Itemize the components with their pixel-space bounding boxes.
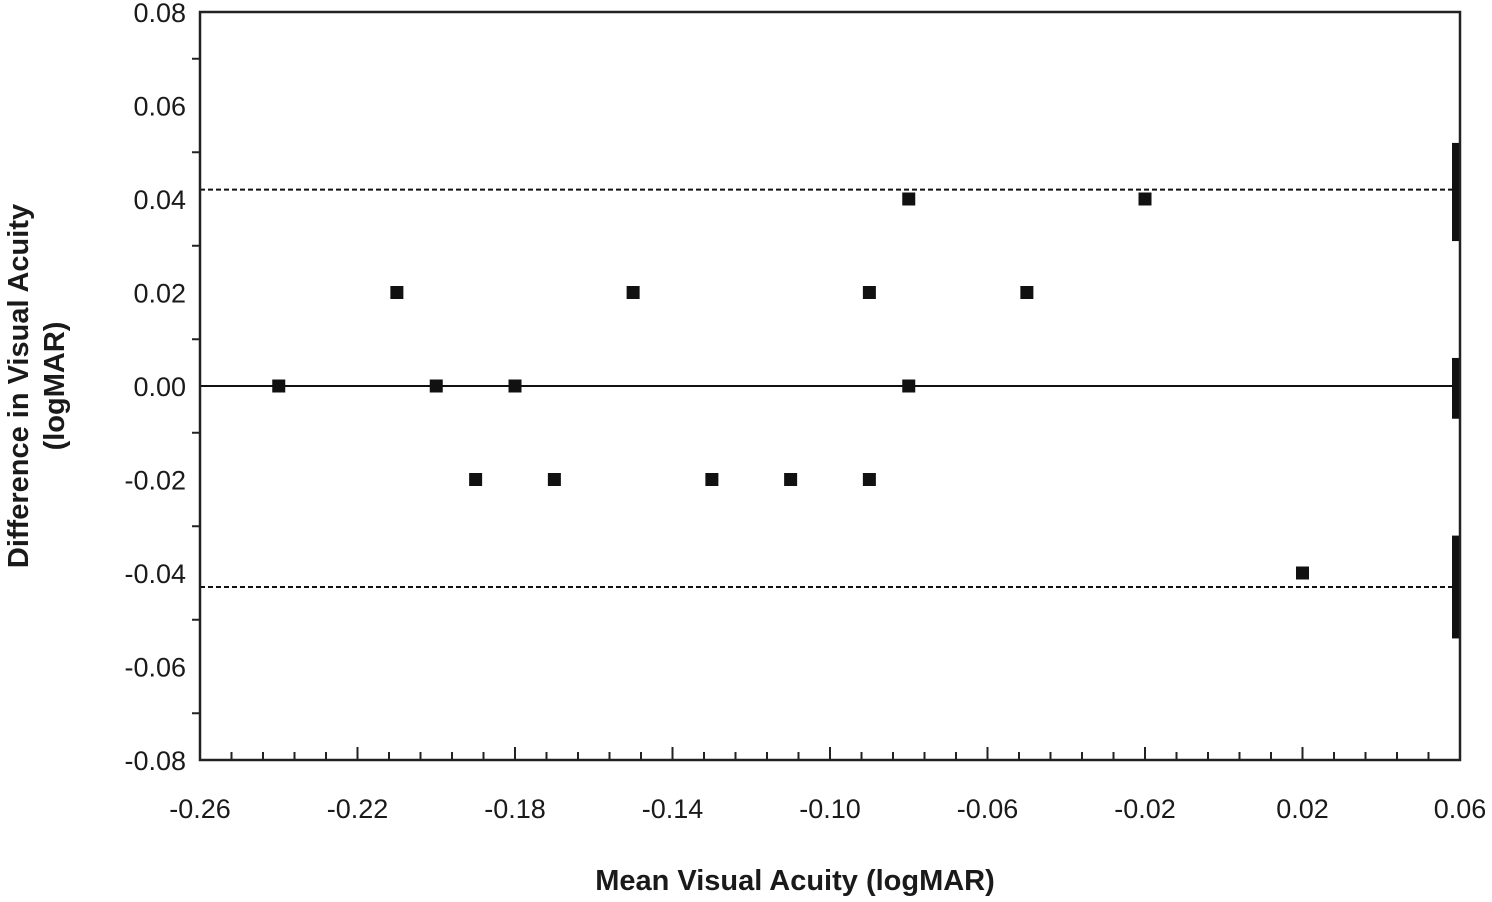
data-points: [272, 192, 1309, 580]
y-tick-label: -0.02: [124, 466, 186, 496]
reference-lines: [200, 142, 1460, 639]
data-point: [902, 192, 916, 206]
data-point: [508, 379, 522, 393]
y-tick-label: -0.08: [124, 746, 186, 776]
data-point: [784, 473, 798, 486]
x-tick-label: 0.02: [1276, 794, 1329, 824]
plot-frame: [198, 10, 1462, 762]
y-tick-label: 0.02: [133, 279, 186, 309]
y-tick-label: -0.06: [124, 653, 186, 683]
x-tick-labels: -0.26 -0.22 -0.18 -0.14 -0.10 -0.06 -0.02 0.02 0…: [169, 794, 1486, 824]
x-tick-label: -0.10: [799, 794, 861, 824]
x-tick-label: 0.06: [1434, 794, 1487, 824]
x-tick-label: -0.06: [957, 794, 1019, 824]
y-tick-label: -0.04: [124, 559, 186, 589]
data-point: [862, 473, 876, 486]
y-tick-label: 0.04: [133, 185, 186, 215]
x-tick-label: -0.02: [1114, 794, 1176, 824]
confidence-interval-bar: [1452, 142, 1460, 242]
data-point: [1020, 286, 1034, 299]
x-tick-label: -0.18: [484, 794, 546, 824]
data-point: [626, 286, 640, 299]
x-tick-label: -0.14: [642, 794, 704, 824]
y-tick-labels: 0.08 0.06 0.04 0.02 0.00 -0.02 -0.04 -0.06 -0.08: [124, 0, 186, 776]
data-point: [390, 286, 404, 299]
data-point: [862, 286, 876, 299]
data-point: [429, 379, 443, 393]
confidence-interval-bar: [1452, 535, 1460, 639]
confidence-interval-bar: [1452, 357, 1460, 419]
x-tick-label: -0.26: [169, 794, 231, 824]
y-axis-title-line1: Difference in Visual Acuity: [3, 204, 35, 568]
data-point: [902, 379, 916, 393]
data-point: [1138, 192, 1152, 206]
y-tick-label: 0.06: [133, 92, 186, 122]
data-point: [547, 473, 561, 486]
axis-ticks: [192, 57, 1461, 760]
data-point: [272, 379, 286, 393]
y-tick-label: 0.00: [133, 372, 186, 402]
y-axis-title-line2: (logMAR): [39, 322, 71, 451]
data-point: [1296, 566, 1309, 580]
data-point: [469, 473, 483, 486]
x-axis-title: Mean Visual Acuity (logMAR): [595, 865, 995, 897]
data-point: [705, 473, 719, 486]
y-tick-label: 0.08: [133, 0, 186, 28]
x-tick-label: -0.22: [327, 794, 389, 824]
